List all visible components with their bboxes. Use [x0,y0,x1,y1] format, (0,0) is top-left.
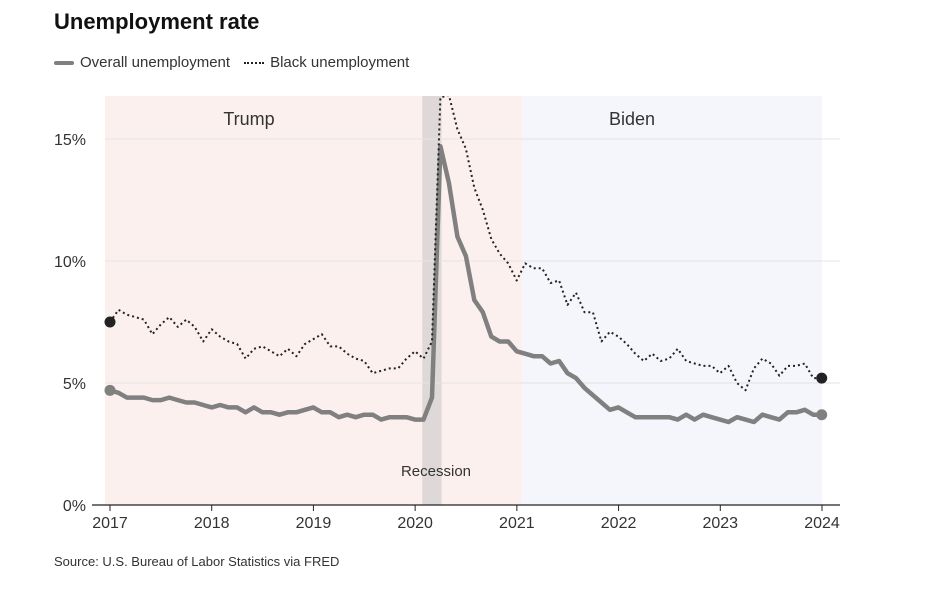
x-tick-label: 2024 [804,515,840,532]
x-tick-label: 2020 [397,515,433,532]
series-line-black [109,96,822,392]
series-endpoint-overall-end [816,409,828,421]
source-note: Source: U.S. Bureau of Labor Statistics … [54,554,340,569]
series-line-overall [107,144,824,425]
x-tick-label: 2017 [92,515,128,532]
region-label-trump: Trump [223,109,274,129]
series-endpoint-overall-start [104,384,116,396]
region-trump [105,96,522,505]
y-tick-label: 5% [63,376,86,393]
y-tick-label: 15% [54,132,86,149]
legend-item-black: Black unemployment [244,54,409,71]
x-tick-label: 2023 [702,515,738,532]
region-label-biden: Biden [609,109,655,129]
region-biden [521,96,822,505]
legend: Overall unemployment Black unemployment [54,54,423,71]
series-endpoint-black-start [104,316,116,328]
legend-item-overall: Overall unemployment [54,54,230,71]
legend-swatch-overall [54,60,74,65]
x-tick-label: 2018 [194,515,230,532]
y-tick-label: 0% [63,498,86,515]
legend-label-black: Black unemployment [270,54,410,71]
legend-swatch-black [244,61,265,64]
x-tick-label: 2022 [601,515,637,532]
chart-title: Unemployment rate [54,9,260,34]
x-tick-label: 2021 [499,515,535,532]
legend-label-overall: Overall unemployment [80,54,231,71]
region-label-recession: Recession [401,463,471,480]
series-endpoint-black-end [816,372,828,384]
x-tick-label: 2019 [296,515,332,532]
y-tick-label: 10% [54,254,86,271]
